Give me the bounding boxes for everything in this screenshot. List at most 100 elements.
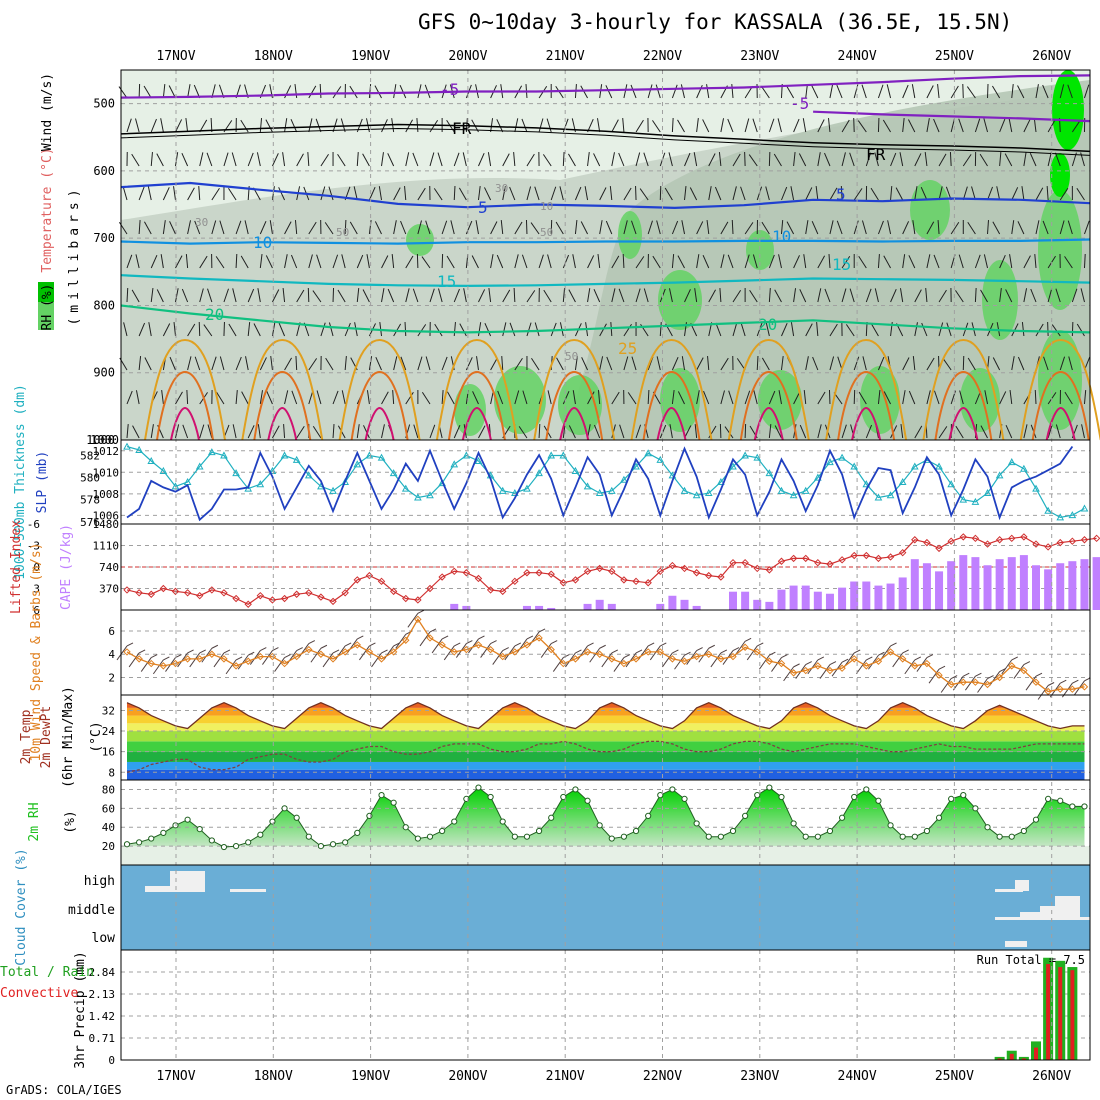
- wind-barb: [182, 424, 189, 439]
- wind-barb: [356, 151, 359, 167]
- li-marker: [147, 590, 155, 598]
- wind-speed-marker: [741, 643, 749, 651]
- wind-barb: [244, 220, 249, 235]
- wind-barb: [521, 118, 528, 133]
- wind-speed-marker: [680, 657, 689, 665]
- wind-barb: [1029, 153, 1037, 167]
- wind-barb: [175, 119, 183, 133]
- surface-wind-barb-flag: [647, 642, 655, 647]
- wind-barb: [501, 355, 504, 371]
- li-marker: [317, 593, 325, 601]
- rh-marker: [863, 786, 870, 793]
- surface-wind-barb: [1001, 659, 1013, 675]
- wind-barb: [550, 186, 557, 201]
- wind-barb: [587, 255, 595, 269]
- day-label-bottom: 21NOV: [546, 1069, 585, 1084]
- contour-label: 30: [195, 216, 208, 229]
- precip-axis-label: 3hr Precip (mm): [73, 951, 88, 1068]
- wind-barb: [836, 84, 843, 99]
- isotherm-35-arc: [267, 406, 298, 441]
- wind-barb: [526, 322, 532, 337]
- li-marker: [765, 566, 774, 574]
- wind-barb: [447, 391, 455, 405]
- wind-speed-marker: [268, 652, 277, 661]
- wind-barb: [247, 152, 254, 167]
- wind-barb: [475, 220, 479, 235]
- wind-speed-marker: [1068, 685, 1077, 693]
- rh-marker: [972, 805, 979, 812]
- wind-barb: [393, 220, 397, 235]
- wind-barb: [681, 220, 686, 235]
- contour-label: 20: [758, 315, 777, 334]
- wind-barb: [987, 219, 989, 235]
- li-marker: [329, 597, 337, 606]
- wind-barb: [150, 424, 154, 439]
- wind-speed-marker: [886, 648, 895, 656]
- contour-label: 10: [540, 200, 553, 213]
- rh-marker: [584, 797, 591, 804]
- wind-barb: [786, 85, 795, 99]
- surface-wind-barb: [613, 657, 625, 672]
- wind-barb: [294, 84, 298, 99]
- wind-barb: [433, 188, 443, 201]
- wind-barb: [815, 186, 819, 201]
- li-marker: [402, 594, 410, 603]
- rh-marker: [1081, 803, 1088, 810]
- thickness-marker: [1044, 506, 1052, 514]
- thickness-marker: [232, 469, 240, 477]
- surface-wind-barb-flag: [429, 628, 437, 633]
- wind-barb: [219, 356, 225, 371]
- wind-barb: [135, 118, 140, 133]
- wind-speed-marker: [911, 662, 919, 670]
- contour-label: FR: [866, 145, 886, 164]
- precip-convective-legend: Convective: [0, 986, 78, 1001]
- wind-barb: [203, 324, 213, 337]
- surface-wind-barb: [1013, 664, 1025, 679]
- wind-barb: [1034, 389, 1037, 405]
- wind-barb: [362, 289, 370, 303]
- li-marker: [511, 577, 519, 586]
- temp-axis-label-units: (°C): [89, 721, 104, 752]
- wind-barb: [526, 186, 532, 201]
- wind-barb: [858, 255, 867, 269]
- wind-speed-marker: [220, 655, 228, 663]
- wind-barb: [768, 424, 772, 439]
- wind-barb: [259, 390, 264, 405]
- wind-speed-marker: [135, 655, 143, 663]
- rh-marker: [1057, 797, 1064, 804]
- wind-barb: [453, 185, 456, 201]
- surface-wind-barb-flag: [611, 649, 619, 654]
- rh-marker: [196, 826, 203, 833]
- wind-barb: [496, 119, 504, 133]
- wind-barb: [643, 288, 649, 303]
- wind-barb: [215, 256, 225, 269]
- wind-barb: [926, 118, 930, 133]
- cape-tick-label: 370: [99, 583, 119, 596]
- wind-barb: [983, 254, 989, 269]
- wind-barb: [761, 357, 770, 371]
- wind-barb: [296, 289, 305, 303]
- wind-barb: [841, 255, 851, 269]
- surface-wind-barb-flag: [417, 609, 425, 614]
- wind-barb: [611, 119, 619, 133]
- surface-wind-barb: [516, 638, 528, 654]
- temp-band: [127, 751, 1085, 762]
- surface-wind-barb-flag: [138, 649, 146, 654]
- wind-barb: [144, 357, 152, 371]
- wind-barb: [992, 85, 1001, 99]
- thickness-marker: [341, 477, 350, 485]
- wind-barb: [768, 254, 775, 269]
- li-marker: [862, 551, 871, 560]
- wind-barb: [996, 186, 1001, 201]
- wind-barb: [312, 425, 322, 439]
- wind-speed-marker: [1020, 666, 1028, 675]
- wind-barb: [827, 118, 831, 133]
- wind-barb: [684, 186, 687, 201]
- isotherm-30-arc: [837, 370, 896, 441]
- wind-barb: [174, 152, 179, 167]
- surface-wind-barb: [225, 659, 237, 675]
- li-marker: [389, 587, 398, 596]
- wind-speed-marker: [777, 659, 786, 668]
- day-label-top: 18NOV: [254, 49, 293, 64]
- wind-barb: [465, 220, 473, 235]
